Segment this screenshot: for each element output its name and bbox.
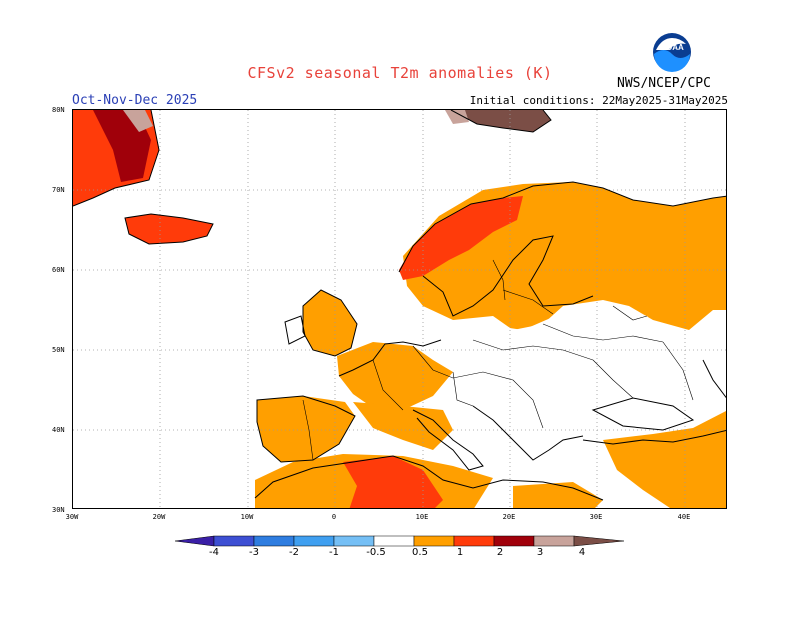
anomaly-fills <box>73 110 726 508</box>
balkans-coast <box>472 405 584 461</box>
ireland-coast <box>284 315 306 345</box>
anatolia-coast <box>582 429 726 445</box>
iceland-coast <box>124 213 214 245</box>
graticule <box>73 110 726 508</box>
logo-text: NOAA <box>660 43 684 52</box>
season-label: Oct-Nov-Dec 2025 <box>72 93 198 108</box>
noaa-logo: NOAA <box>652 32 692 72</box>
anomaly-map <box>72 109 727 509</box>
colorbar-label-pos05: 0.5 <box>412 547 428 558</box>
iberia-anomaly-orange <box>257 396 355 462</box>
colorbar-box-pos05 <box>413 535 455 547</box>
lat-label-40n: 40N <box>52 426 65 434</box>
lon-label-20e: 20E <box>502 513 516 521</box>
colorbar-box-neg1 <box>333 535 375 547</box>
iberia-coast <box>256 395 356 463</box>
greenland-coast <box>73 110 160 207</box>
colorbar-label-neg2: -2 <box>289 547 299 558</box>
colorbar-box-neutral <box>373 535 415 547</box>
north-africa-coast <box>254 455 604 501</box>
colorbar-label-neg3: -3 <box>249 547 259 558</box>
lon-label-30w: 30W <box>65 513 79 521</box>
colorbar-label-pos1: 1 <box>456 547 464 558</box>
agency-label: NWS/NCEP/CPC <box>617 76 711 91</box>
lon-label-20w: 20W <box>152 513 166 521</box>
colorbar-box-pos2 <box>493 535 535 547</box>
lon-label-40e: 40E <box>677 513 691 521</box>
central-med-anomaly-orange <box>353 402 453 450</box>
lat-label-70n: 70N <box>52 186 65 194</box>
colorbar-label-pos3: 3 <box>536 547 544 558</box>
caspian-coast <box>702 359 726 399</box>
colorbar-label-pos2: 2 <box>496 547 504 558</box>
colorbar-box-pos3 <box>533 535 575 547</box>
lon-label-0: 0 <box>331 513 337 521</box>
iceland-anomaly-red <box>125 214 213 244</box>
anatolia-anomaly-orange <box>603 411 726 508</box>
svalbard-anomaly-brown <box>451 110 551 132</box>
eastern-europe-gap <box>439 306 726 450</box>
europe-west-coast <box>338 339 442 377</box>
greenland-anomaly-pink <box>123 110 153 132</box>
italy-coast <box>412 409 484 471</box>
svalbard-coast <box>450 110 552 133</box>
country-borders <box>302 259 694 461</box>
western-europe-anomaly-orange <box>337 342 453 410</box>
colorbar-label-pos4: 4 <box>578 547 586 558</box>
lat-label-60n: 60N <box>52 266 65 274</box>
colorbar-box-neg4 <box>213 535 255 547</box>
lat-label-80n: 80N <box>52 106 65 114</box>
scandinavia-anomaly-red <box>399 196 523 280</box>
baltic-coast <box>422 235 594 317</box>
scandinavia-coast <box>398 181 726 273</box>
lat-label-50n: 50N <box>52 346 65 354</box>
map-svg <box>73 110 726 508</box>
colorbar-label-neg05: -0.5 <box>366 547 386 558</box>
lon-label-30e: 30E <box>589 513 603 521</box>
libya-anomaly-orange <box>513 482 603 508</box>
colorbar-box-pos1 <box>453 535 495 547</box>
colorbar-box-neg3 <box>253 535 295 547</box>
lon-label-10w: 10W <box>240 513 254 521</box>
colorbar-label-neg1: -1 <box>329 547 339 558</box>
colorbar-label-neg4: -4 <box>209 547 219 558</box>
svalbard-anomaly-pink <box>445 110 469 124</box>
british-isles-anomaly-orange <box>303 290 357 356</box>
colorbar <box>170 532 630 550</box>
colorbar-max-arrow <box>573 535 625 547</box>
north-africa-anomaly-red <box>343 456 443 508</box>
initial-conditions-label: Initial conditions: 22May2025-31May2025 <box>469 94 728 107</box>
coastlines <box>73 110 726 501</box>
page-title: CFSv2 seasonal T2m anomalies (K) <box>247 64 553 82</box>
lon-label-10e: 10E <box>415 513 429 521</box>
british-isles-coast <box>302 289 358 357</box>
colorbar-box-neg2 <box>293 535 335 547</box>
colorbar-min-arrow <box>174 535 215 547</box>
lat-label-30n: 30N <box>52 506 65 514</box>
